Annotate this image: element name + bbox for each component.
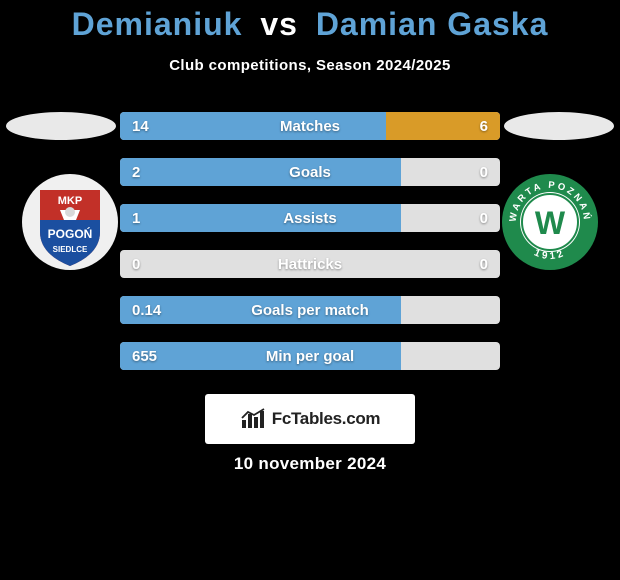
stat-label: Hattricks xyxy=(278,256,342,273)
branding-text: FcTables.com xyxy=(272,409,381,429)
stat-value-left: 2 xyxy=(132,164,140,181)
vs-label: vs xyxy=(260,6,298,42)
stat-fill-left xyxy=(120,342,401,370)
stat-fill-left xyxy=(120,112,386,140)
stat-bar: 1 Assists 0 xyxy=(120,204,500,232)
stat-label: Goals xyxy=(289,164,331,181)
stat-label: Min per goal xyxy=(266,348,354,365)
stat-bar: 2 Goals 0 xyxy=(120,158,500,186)
date-text: 10 november 2024 xyxy=(0,454,620,474)
club-left-badge: MKP POGOŃ SIEDLCE xyxy=(20,172,120,272)
subtitle: Club competitions, Season 2024/2025 xyxy=(0,57,620,74)
club-right-crest-icon: W WARTA POZNAŃ 1912 xyxy=(500,172,600,272)
stat-value-left: 1 xyxy=(132,210,140,227)
chart-icon xyxy=(240,408,266,430)
stat-value-left: 655 xyxy=(132,348,157,365)
player2-photo-slot xyxy=(504,112,614,140)
svg-text:MKP: MKP xyxy=(58,195,82,207)
player1-photo-slot xyxy=(6,112,116,140)
main-row: MKP POGOŃ SIEDLCE W WARTA POZNAŃ xyxy=(0,112,620,392)
comparison-card: Demianiuk vs Damian Gaska Club competiti… xyxy=(0,0,620,580)
stat-fill-left xyxy=(120,204,401,232)
svg-text:W: W xyxy=(535,205,566,241)
svg-text:SIEDLCE: SIEDLCE xyxy=(53,245,88,254)
stat-value-left: 14 xyxy=(132,118,149,135)
branding-card[interactable]: FcTables.com xyxy=(205,394,415,444)
stats-list: 14 Matches 6 2 Goals 0 1 Assists 0 0 Hattricks 0 0.1… xyxy=(120,112,500,370)
stat-fill-left xyxy=(120,158,401,186)
stat-value-right: 0 xyxy=(480,256,488,273)
player1-name: Demianiuk xyxy=(72,6,243,42)
stat-bar: 0 Hattricks 0 xyxy=(120,250,500,278)
stat-value-right: 0 xyxy=(480,164,488,181)
club-left-crest-icon: MKP POGOŃ SIEDLCE xyxy=(20,172,120,272)
club-right-badge: W WARTA POZNAŃ 1912 xyxy=(500,172,600,272)
stat-bar: 655 Min per goal xyxy=(120,342,500,370)
stat-label: Goals per match xyxy=(251,302,369,319)
stat-label: Matches xyxy=(280,118,340,135)
player2-name: Damian Gaska xyxy=(316,6,549,42)
title: Demianiuk vs Damian Gaska xyxy=(0,0,620,43)
stat-value-right: 6 xyxy=(480,118,488,135)
stat-bar: 14 Matches 6 xyxy=(120,112,500,140)
stat-value-right: 0 xyxy=(480,210,488,227)
stat-label: Assists xyxy=(283,210,336,227)
stat-bar: 0.14 Goals per match xyxy=(120,296,500,324)
stat-value-left: 0.14 xyxy=(132,302,161,319)
svg-text:POGOŃ: POGOŃ xyxy=(48,226,93,241)
stat-value-left: 0 xyxy=(132,256,140,273)
